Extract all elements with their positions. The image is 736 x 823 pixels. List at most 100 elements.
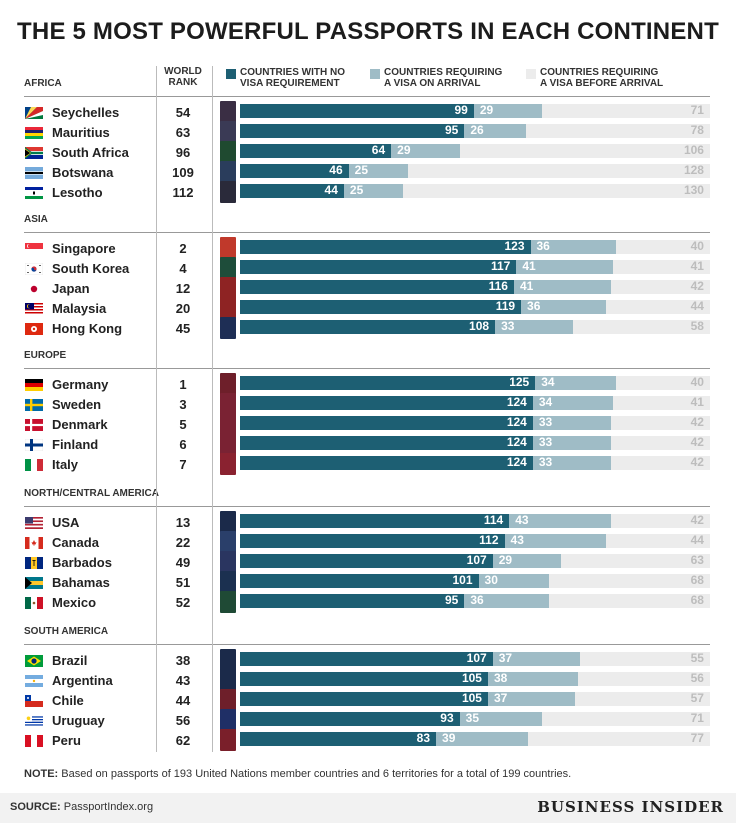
chart-row: Brazil 38 107 37 55 (0, 649, 736, 671)
bar-no-visa: 95 (240, 593, 465, 608)
bar-label: 37 (493, 690, 508, 705)
bar-label: 26 (470, 122, 484, 137)
bar-no-visa: 101 (240, 572, 479, 588)
bar-no-visa: 108 (240, 319, 496, 334)
bar-before-arrival: 106 (459, 143, 710, 158)
botswana-flag-icon (25, 166, 43, 179)
bar-label: 99 (454, 103, 468, 117)
bar-no-visa: 119 (240, 299, 522, 314)
bar-on-arrival: 36 (530, 239, 616, 254)
legend-no-visa: COUNTRIES WITH NO VISA REQUIREMENT (226, 67, 390, 89)
world-rank: 62 (175, 732, 191, 748)
southkorea-flag-icon (24, 262, 44, 276)
passport-icon (220, 120, 236, 143)
bar-label: 43 (515, 513, 529, 527)
chart-row: Uruguay 56 93 35 71 (0, 708, 736, 731)
bar-label: 33 (538, 414, 553, 429)
world-rank: 1 (179, 377, 187, 392)
passport-icon (220, 101, 236, 123)
bar-label: 44 (690, 298, 704, 313)
world-rank: 49 (175, 554, 191, 570)
bar-label: 124 (506, 454, 527, 469)
bar-on-arrival: 43 (504, 533, 607, 548)
usa-flag-icon (25, 516, 43, 530)
bar-no-visa: 112 (240, 533, 505, 548)
seychelles-flag-icon (25, 106, 43, 119)
passport-icon (220, 160, 236, 183)
world-rank: 52 (175, 594, 191, 610)
chart-row: Botswana 109 46 25 128 (0, 160, 736, 183)
column-divider (156, 614, 157, 752)
bar-label: 35 (465, 710, 479, 725)
bar-label: 117 (490, 258, 511, 273)
bar-before-arrival: 42 (610, 454, 710, 470)
bar-before-arrival: 58 (573, 318, 710, 334)
legend-on-arrival: COUNTRIES REQUIRING A VISA ON ARRIVAL (370, 67, 534, 89)
bar-on-arrival: 43 (509, 513, 611, 528)
column-divider (156, 476, 157, 614)
bar-label: 41 (690, 394, 704, 409)
bar-no-visa: 99 (240, 103, 474, 118)
country-name: Finland (52, 436, 99, 452)
column-divider (212, 338, 213, 476)
bar-label: 42 (690, 278, 704, 293)
bar-label: 33 (538, 454, 553, 469)
bar-label: 107 (466, 651, 487, 665)
bar-before-arrival: 42 (610, 435, 710, 450)
world-rank: 63 (175, 124, 191, 140)
passport-icon (220, 276, 236, 299)
bar-label: 29 (397, 142, 411, 157)
world-rank: 12 (175, 280, 191, 296)
country-name: Singapore (52, 241, 116, 256)
section-divider (24, 506, 710, 507)
country-name: Argentina (52, 672, 113, 688)
sweden-flag-icon (25, 398, 43, 411)
legend-swatch-no-visa (226, 69, 236, 79)
world-rank: 56 (175, 712, 191, 728)
passport-icon (220, 530, 236, 553)
bar-label: 40 (690, 375, 704, 389)
bar-no-visa: 116 (240, 279, 514, 294)
bar-label: 38 (493, 670, 508, 685)
bar-label: 58 (690, 318, 704, 333)
passport-icon (220, 452, 236, 475)
bar-label: 44 (324, 182, 338, 197)
bar-on-arrival: 33 (532, 414, 611, 430)
chart-row: Malaysia 20 119 36 44 (0, 296, 736, 319)
country-name: Mauritius (52, 124, 110, 140)
passport-icon (220, 649, 236, 671)
bar-label: 57 (690, 690, 704, 705)
bar-label: 77 (690, 730, 704, 745)
mauritius-flag-icon (25, 126, 43, 139)
bar-before-arrival: 55 (580, 651, 710, 666)
bar-label: 114 (483, 513, 504, 527)
country-name: Lesotho (52, 184, 103, 200)
column-divider (156, 338, 157, 476)
bar-label: 101 (452, 572, 473, 587)
bahamas-flag-icon (25, 576, 43, 589)
bar-label: 36 (470, 592, 484, 607)
hongkong-flag-icon (25, 322, 43, 335)
bar-on-arrival: 38 (487, 670, 578, 686)
italy-flag-icon (25, 458, 44, 471)
bar-label: 95 (445, 122, 459, 137)
bar-label: 42 (690, 454, 704, 469)
bar-no-visa: 124 (240, 395, 533, 410)
passport-icon (220, 570, 236, 593)
bar-no-visa: 46 (240, 163, 349, 178)
bar-no-visa: 124 (240, 454, 533, 470)
chart-row: Sweden 3 124 34 41 (0, 392, 736, 415)
bar-label: 130 (683, 182, 704, 197)
bar-before-arrival: 56 (577, 671, 710, 686)
world-rank: 43 (175, 672, 191, 688)
country-name: Barbados (52, 554, 112, 570)
bar-on-arrival: 36 (521, 298, 607, 314)
world-rank: 38 (175, 653, 191, 668)
column-divider (212, 66, 213, 204)
chart-row: Lesotho 112 44 25 130 (0, 180, 736, 203)
bar-label: 36 (527, 298, 541, 313)
bar-label: 34 (541, 375, 555, 389)
bar-before-arrival: 57 (575, 690, 710, 706)
passport-icon (220, 590, 236, 613)
bar-label: 64 (371, 142, 386, 157)
